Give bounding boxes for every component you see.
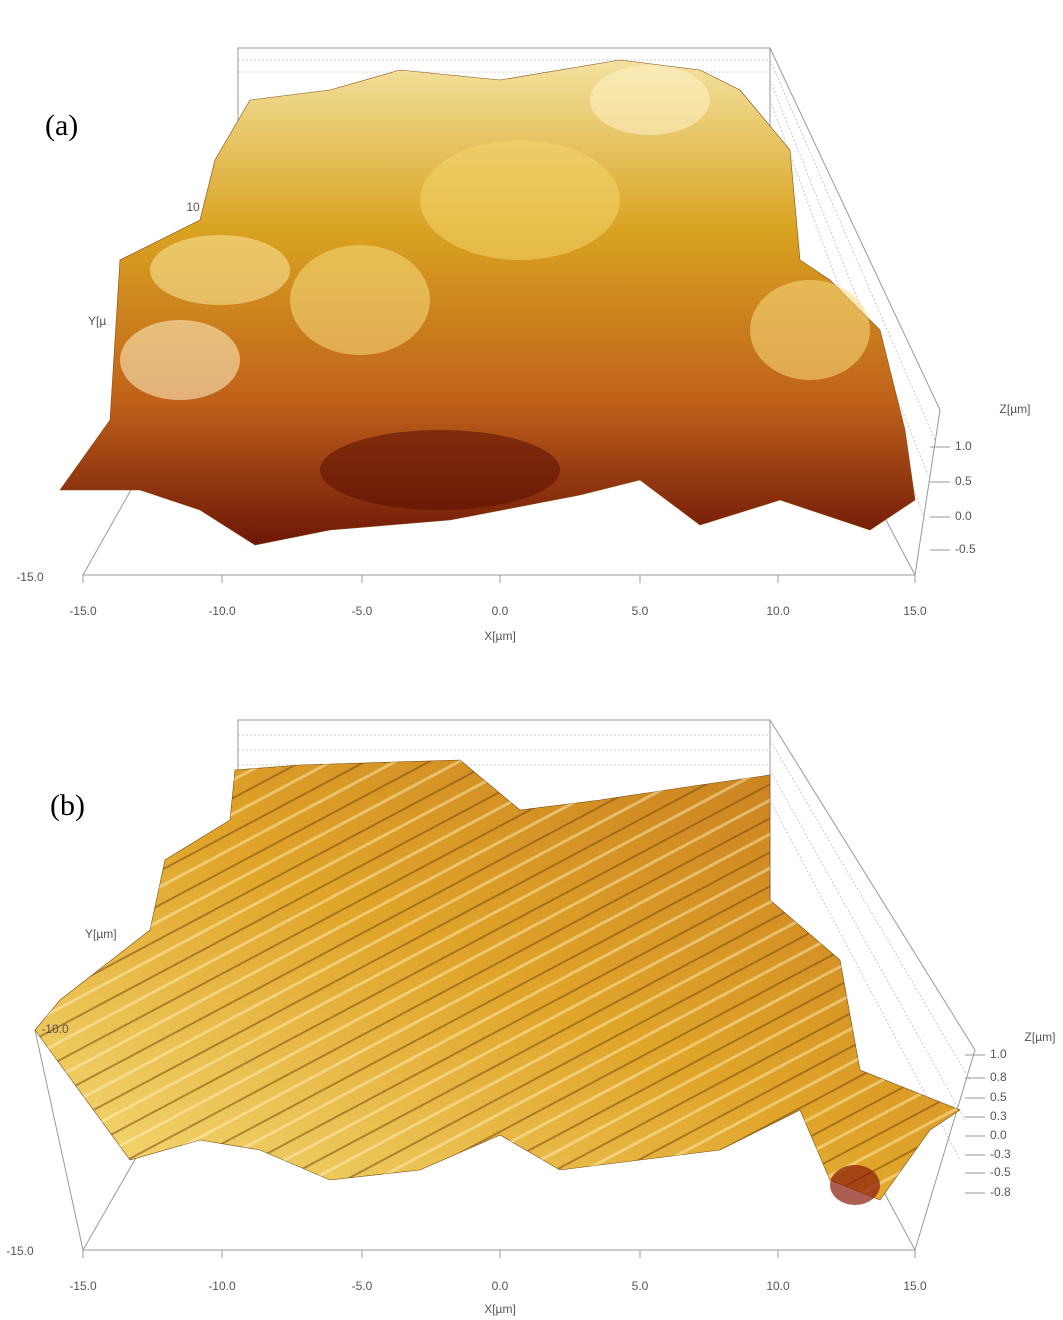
z-tick-label: 1.0 (990, 1047, 1007, 1061)
surface-a-highlights (120, 65, 870, 510)
x-tick-label: 5.0 (632, 604, 649, 618)
x-tick-label: 15.0 (903, 1279, 927, 1293)
y-axis-label: Y[µm] (85, 927, 117, 941)
x-tick-label: -10.0 (208, 604, 236, 618)
x-tick-label: 10.0 (766, 1279, 790, 1293)
x-tick-label: -15.0 (69, 604, 97, 618)
x-axis-label: X[µm] (484, 1302, 516, 1316)
z-axis-label: Z[µm] (1025, 1030, 1056, 1044)
y-tick-label: -15.0 (6, 1244, 34, 1258)
surface-b-shadow (830, 1165, 880, 1205)
panel-label: (a) (45, 109, 78, 142)
z-tick-label: 0.0 (955, 509, 972, 523)
y-tick-label: -15.0 (16, 570, 44, 584)
label-bg (40, 778, 110, 838)
z-tick-label: 0.8 (990, 1070, 1007, 1084)
x-tick-label: -15.0 (69, 1279, 97, 1293)
y-axis-label: Y[µ (88, 314, 106, 328)
x-tick-label: 5.0 (632, 1279, 649, 1293)
x-tick-label: -5.0 (352, 604, 373, 618)
z-tick-label: 0.3 (990, 1109, 1007, 1123)
z-tick-label: -0.5 (955, 542, 976, 556)
x-tick-label: 0.0 (492, 1279, 509, 1293)
z-tick-label: -0.5 (990, 1165, 1011, 1179)
panel-label: (b) (50, 789, 85, 822)
x-tick-label: 15.0 (903, 604, 927, 618)
y-tick-label: -10.0 (41, 1022, 69, 1036)
z-tick-label: 0.0 (990, 1128, 1007, 1142)
labels: (a) -15.0 -10.0 -5.0 0.0 5.0 10.0 15.0 X[µm] Y[µ -… (6, 98, 1055, 1316)
surface-b-stripes (35, 760, 960, 1200)
x-tick-label: -10.0 (208, 1279, 236, 1293)
z-tick-label: 0.5 (990, 1090, 1007, 1104)
z-tick-label: -0.3 (990, 1147, 1011, 1161)
x-axis-label: X[µm] (484, 629, 516, 643)
surface-a (59, 59, 916, 546)
x-tick-label: 10.0 (766, 604, 790, 618)
x-tick-label: 0.0 (492, 604, 509, 618)
z-tick-label: 0.5 (955, 474, 972, 488)
y-tick-label: 10 (186, 200, 200, 214)
x-tick-label: -5.0 (352, 1279, 373, 1293)
z-tick-label: -0.8 (990, 1185, 1011, 1199)
z-tick-label: 1.0 (955, 439, 972, 453)
z-axis-label: Z[µm] (1000, 402, 1031, 416)
label-bg (35, 98, 105, 158)
